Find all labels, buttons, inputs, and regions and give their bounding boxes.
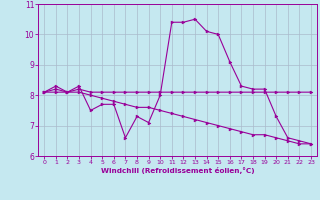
- X-axis label: Windchill (Refroidissement éolien,°C): Windchill (Refroidissement éolien,°C): [101, 167, 254, 174]
